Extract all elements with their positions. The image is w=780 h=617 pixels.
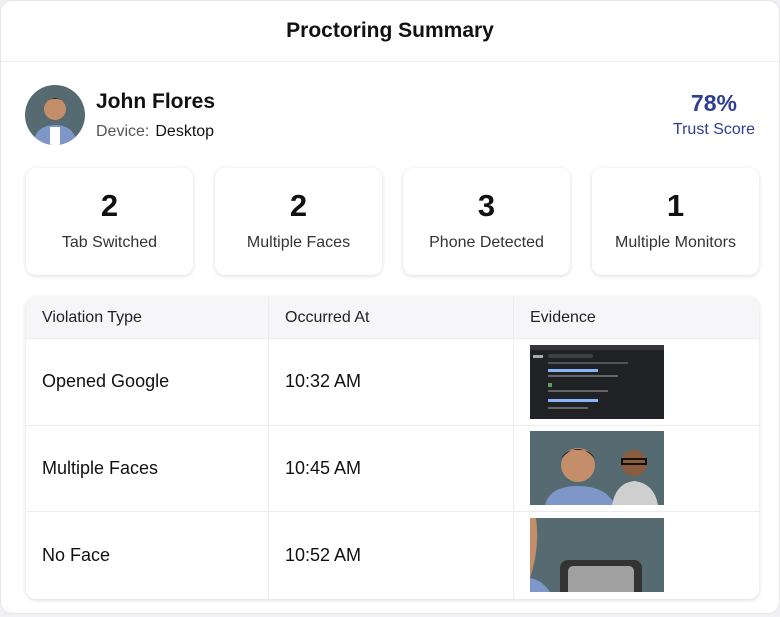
avatar [25,85,85,145]
page-title: Proctoring Summary [1,1,779,62]
trust-score-label: Trust Score [672,121,755,138]
stat-value: 1 [666,188,685,223]
trust-score-value: 78% [690,90,737,116]
device-info: Device: Desktop [96,123,214,141]
stat-tab-switched: 2 Tab Switched [26,168,193,275]
table-row: No Face 10:52 AM [26,512,759,599]
occurred-at: 10:52 AM [269,512,514,599]
column-header: Violation Type [26,297,269,338]
stat-value: 2 [100,188,119,223]
device-label: Device: [96,123,150,140]
stat-multiple-monitors: 1 Multiple Monitors [592,168,759,275]
table-row: Opened Google 10:32 AM [26,339,759,426]
stat-value: 2 [289,188,308,223]
occurred-at: 10:32 AM [269,339,514,425]
stat-label: Multiple Monitors [615,234,736,251]
violation-type: Multiple Faces [26,425,269,511]
evidence-thumbnail[interactable] [530,518,664,593]
violations-table: Violation Type Occurred At Evidence Opened… [26,297,759,599]
violation-type: No Face [26,512,269,599]
evidence-thumbnail[interactable] [530,431,664,506]
violation-type: Opened Google [26,339,269,425]
trust-score: 78% Trust Score [673,90,755,139]
stat-value: 3 [477,188,496,223]
evidence-thumbnail[interactable] [530,344,664,419]
device-value: Desktop [155,123,215,140]
column-header: Occurred At [269,297,514,338]
occurred-at: 10:45 AM [269,425,514,511]
stat-label: Multiple Faces [246,234,351,251]
table-header: Violation Type Occurred At Evidence [26,297,759,339]
stat-label: Tab Switched [61,234,158,251]
stat-phone-detected: 3 Phone Detected [403,168,570,275]
candidate-name: John Flores [96,90,216,113]
stat-label: Phone Detected [429,234,544,251]
stat-multiple-faces: 2 Multiple Faces [215,168,382,275]
column-header: Evidence [530,308,596,326]
table-row: Multiple Faces 10:45 AM [26,425,759,512]
